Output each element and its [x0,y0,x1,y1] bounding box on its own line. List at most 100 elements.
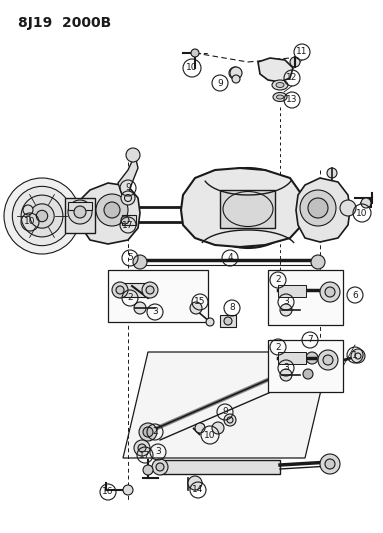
Polygon shape [296,178,350,242]
Circle shape [124,195,131,201]
Circle shape [138,444,146,452]
Text: 12: 12 [286,74,298,83]
Text: 17: 17 [122,221,134,230]
Circle shape [21,195,63,237]
Circle shape [30,204,54,228]
Ellipse shape [272,80,288,90]
Ellipse shape [276,83,284,87]
Bar [68,202,92,210]
Circle shape [116,286,124,294]
Circle shape [308,198,328,218]
Circle shape [142,282,158,298]
Text: 9: 9 [217,78,223,87]
Bar [65,198,95,233]
Circle shape [327,168,337,178]
Circle shape [318,350,338,370]
Polygon shape [123,352,330,458]
Text: 3: 3 [155,448,161,456]
Circle shape [351,349,365,363]
Circle shape [133,255,147,269]
Circle shape [224,317,232,325]
Bar [120,283,150,297]
Text: 2: 2 [127,294,133,303]
Text: 10: 10 [24,217,36,227]
Circle shape [212,422,224,434]
Circle shape [12,187,72,246]
Circle shape [290,57,300,67]
Text: 6: 6 [352,290,358,300]
Bar [108,270,208,322]
Circle shape [355,353,361,359]
Polygon shape [258,58,293,82]
Circle shape [96,194,128,226]
Circle shape [134,440,150,456]
Bar [268,340,343,392]
Circle shape [36,211,48,222]
Circle shape [232,70,238,76]
Circle shape [299,365,317,383]
Circle shape [280,304,292,316]
Text: 13: 13 [286,95,298,104]
Circle shape [146,286,154,294]
Circle shape [232,75,240,83]
Circle shape [311,255,325,269]
Text: 2: 2 [152,427,158,437]
Circle shape [195,423,205,433]
Circle shape [4,178,80,254]
Circle shape [134,302,146,314]
Text: 16: 16 [102,488,114,497]
Circle shape [143,427,153,437]
Circle shape [139,423,157,441]
Circle shape [306,352,318,364]
Polygon shape [80,183,140,244]
Text: 14: 14 [192,486,204,495]
Text: 17: 17 [139,450,151,459]
Circle shape [230,67,242,79]
Circle shape [280,369,292,381]
Circle shape [224,414,236,426]
Text: 10: 10 [186,63,198,72]
Text: 11: 11 [296,47,308,56]
Text: 2: 2 [275,276,281,285]
Circle shape [74,206,86,218]
Circle shape [121,216,129,224]
Text: 2: 2 [275,343,281,351]
Text: 9: 9 [222,408,228,416]
Circle shape [325,459,335,469]
Circle shape [190,302,202,314]
Text: 3: 3 [283,297,289,306]
Circle shape [143,465,153,475]
Circle shape [191,49,199,57]
Circle shape [300,190,336,226]
Text: 7: 7 [307,335,313,344]
Text: 8J19  2000B: 8J19 2000B [18,16,111,30]
Circle shape [188,476,202,490]
Bar [278,285,306,297]
Text: 3: 3 [152,308,158,317]
Circle shape [23,205,33,215]
Ellipse shape [273,93,287,101]
Polygon shape [181,168,305,247]
Bar [160,460,280,474]
Bar [278,352,306,364]
Text: 3: 3 [283,364,289,373]
Circle shape [325,287,335,297]
Circle shape [320,282,340,302]
Circle shape [320,454,340,474]
Bar [220,190,275,228]
Polygon shape [118,155,138,195]
Text: 1: 1 [352,351,358,359]
Text: 15: 15 [194,297,206,306]
Polygon shape [285,366,310,378]
Circle shape [303,369,313,379]
Circle shape [123,485,133,495]
Bar [122,215,136,225]
Text: 5: 5 [127,254,133,262]
Circle shape [229,67,241,79]
Circle shape [152,459,168,475]
Text: 9: 9 [125,183,131,192]
Circle shape [126,148,140,162]
Bar [268,270,343,325]
Circle shape [300,346,324,370]
Text: 4: 4 [227,254,233,262]
